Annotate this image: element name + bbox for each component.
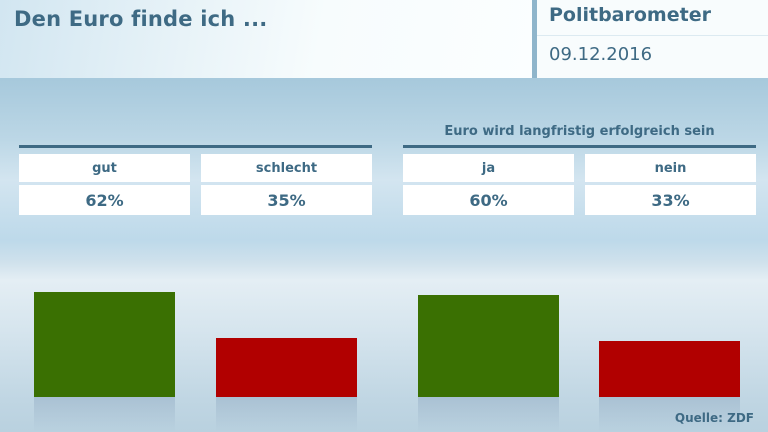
bar-ja [418,295,559,397]
category-label-ja: ja [403,154,574,182]
category-label-nein: nein [585,154,756,182]
value-gut: 62% [19,185,190,215]
divider [537,35,768,36]
value-ja: 60% [403,185,574,215]
header-brand-panel: Politbarometer 09.12.2016 [537,0,768,78]
bar-reflection [34,397,175,432]
header-title-panel: Den Euro finde ich ... [0,0,532,78]
bar-schlecht [216,338,357,397]
source-label: Quelle: ZDF [674,411,754,425]
group-heading: Euro wird langfristig erfolgreich sein [444,124,715,139]
group-rule [403,145,756,148]
group-rule [19,145,372,148]
bar-reflection [216,397,357,432]
header-divider [532,0,537,78]
bar-nein [599,341,740,397]
value-nein: 33% [585,185,756,215]
bar-reflection [599,397,740,432]
bar-reflection [418,397,559,432]
brand-label: Politbarometer [549,4,711,26]
category-label-gut: gut [19,154,190,182]
page-title: Den Euro finde ich ... [14,7,268,31]
bar-gut [34,292,175,397]
date-label: 09.12.2016 [549,44,653,65]
value-schlecht: 35% [201,185,372,215]
category-label-schlecht: schlecht [201,154,372,182]
